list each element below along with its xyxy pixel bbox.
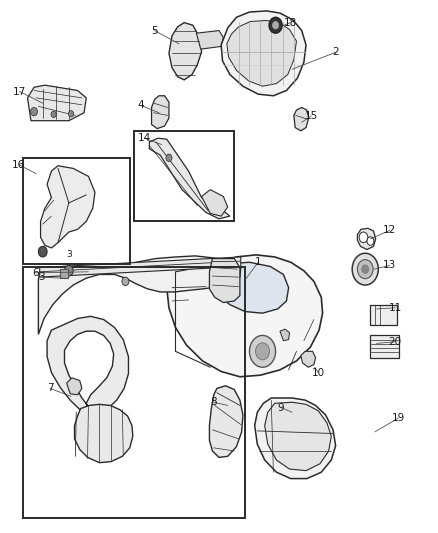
Text: 9: 9 — [278, 402, 284, 413]
Text: 12: 12 — [383, 225, 396, 236]
Polygon shape — [357, 228, 376, 249]
Polygon shape — [196, 30, 223, 49]
Text: 20: 20 — [389, 337, 402, 347]
Polygon shape — [265, 402, 331, 471]
Circle shape — [359, 232, 368, 243]
Circle shape — [39, 246, 47, 257]
Text: 10: 10 — [312, 368, 325, 377]
Text: 8: 8 — [211, 397, 217, 407]
Text: 5: 5 — [151, 26, 158, 36]
Polygon shape — [206, 262, 289, 313]
Text: 13: 13 — [383, 261, 396, 270]
Bar — [23, 266, 245, 519]
Circle shape — [250, 335, 276, 367]
Circle shape — [122, 277, 129, 286]
Polygon shape — [227, 20, 297, 86]
Polygon shape — [67, 378, 82, 395]
Polygon shape — [221, 11, 306, 96]
Text: 3: 3 — [38, 272, 45, 282]
Circle shape — [362, 265, 369, 273]
Text: 3: 3 — [66, 251, 72, 260]
Text: 6: 6 — [32, 268, 39, 278]
Circle shape — [272, 21, 279, 29]
Text: 18: 18 — [284, 18, 297, 28]
Circle shape — [255, 343, 269, 360]
Circle shape — [269, 17, 282, 33]
Polygon shape — [280, 329, 290, 341]
Text: 1: 1 — [255, 257, 261, 267]
Circle shape — [357, 260, 373, 279]
Text: 2: 2 — [332, 47, 339, 57]
Polygon shape — [39, 256, 241, 334]
Text: 11: 11 — [389, 303, 402, 313]
Polygon shape — [41, 166, 95, 248]
Polygon shape — [74, 405, 133, 463]
Text: 19: 19 — [392, 413, 405, 423]
Circle shape — [68, 111, 74, 117]
Polygon shape — [167, 255, 322, 377]
Bar — [60, 269, 68, 278]
Text: 14: 14 — [138, 133, 151, 143]
Text: 17: 17 — [13, 86, 26, 96]
Polygon shape — [47, 317, 128, 414]
Polygon shape — [301, 351, 316, 367]
Polygon shape — [169, 22, 201, 80]
Text: 16: 16 — [12, 160, 25, 169]
Circle shape — [166, 154, 172, 161]
Bar — [371, 305, 396, 325]
Polygon shape — [209, 386, 243, 457]
Polygon shape — [28, 85, 86, 120]
Circle shape — [51, 111, 56, 117]
Text: 4: 4 — [138, 100, 144, 110]
Polygon shape — [209, 259, 240, 303]
Circle shape — [31, 108, 38, 116]
Circle shape — [367, 237, 374, 245]
Circle shape — [64, 265, 73, 276]
Polygon shape — [149, 138, 230, 219]
Polygon shape — [294, 108, 309, 131]
Bar — [371, 335, 399, 358]
Polygon shape — [254, 398, 336, 479]
Text: 7: 7 — [47, 383, 53, 393]
Circle shape — [352, 253, 378, 285]
Bar — [134, 131, 234, 221]
Polygon shape — [201, 190, 228, 216]
Bar — [23, 158, 130, 264]
Polygon shape — [152, 96, 169, 128]
Text: 15: 15 — [305, 111, 318, 121]
Polygon shape — [40, 257, 241, 277]
